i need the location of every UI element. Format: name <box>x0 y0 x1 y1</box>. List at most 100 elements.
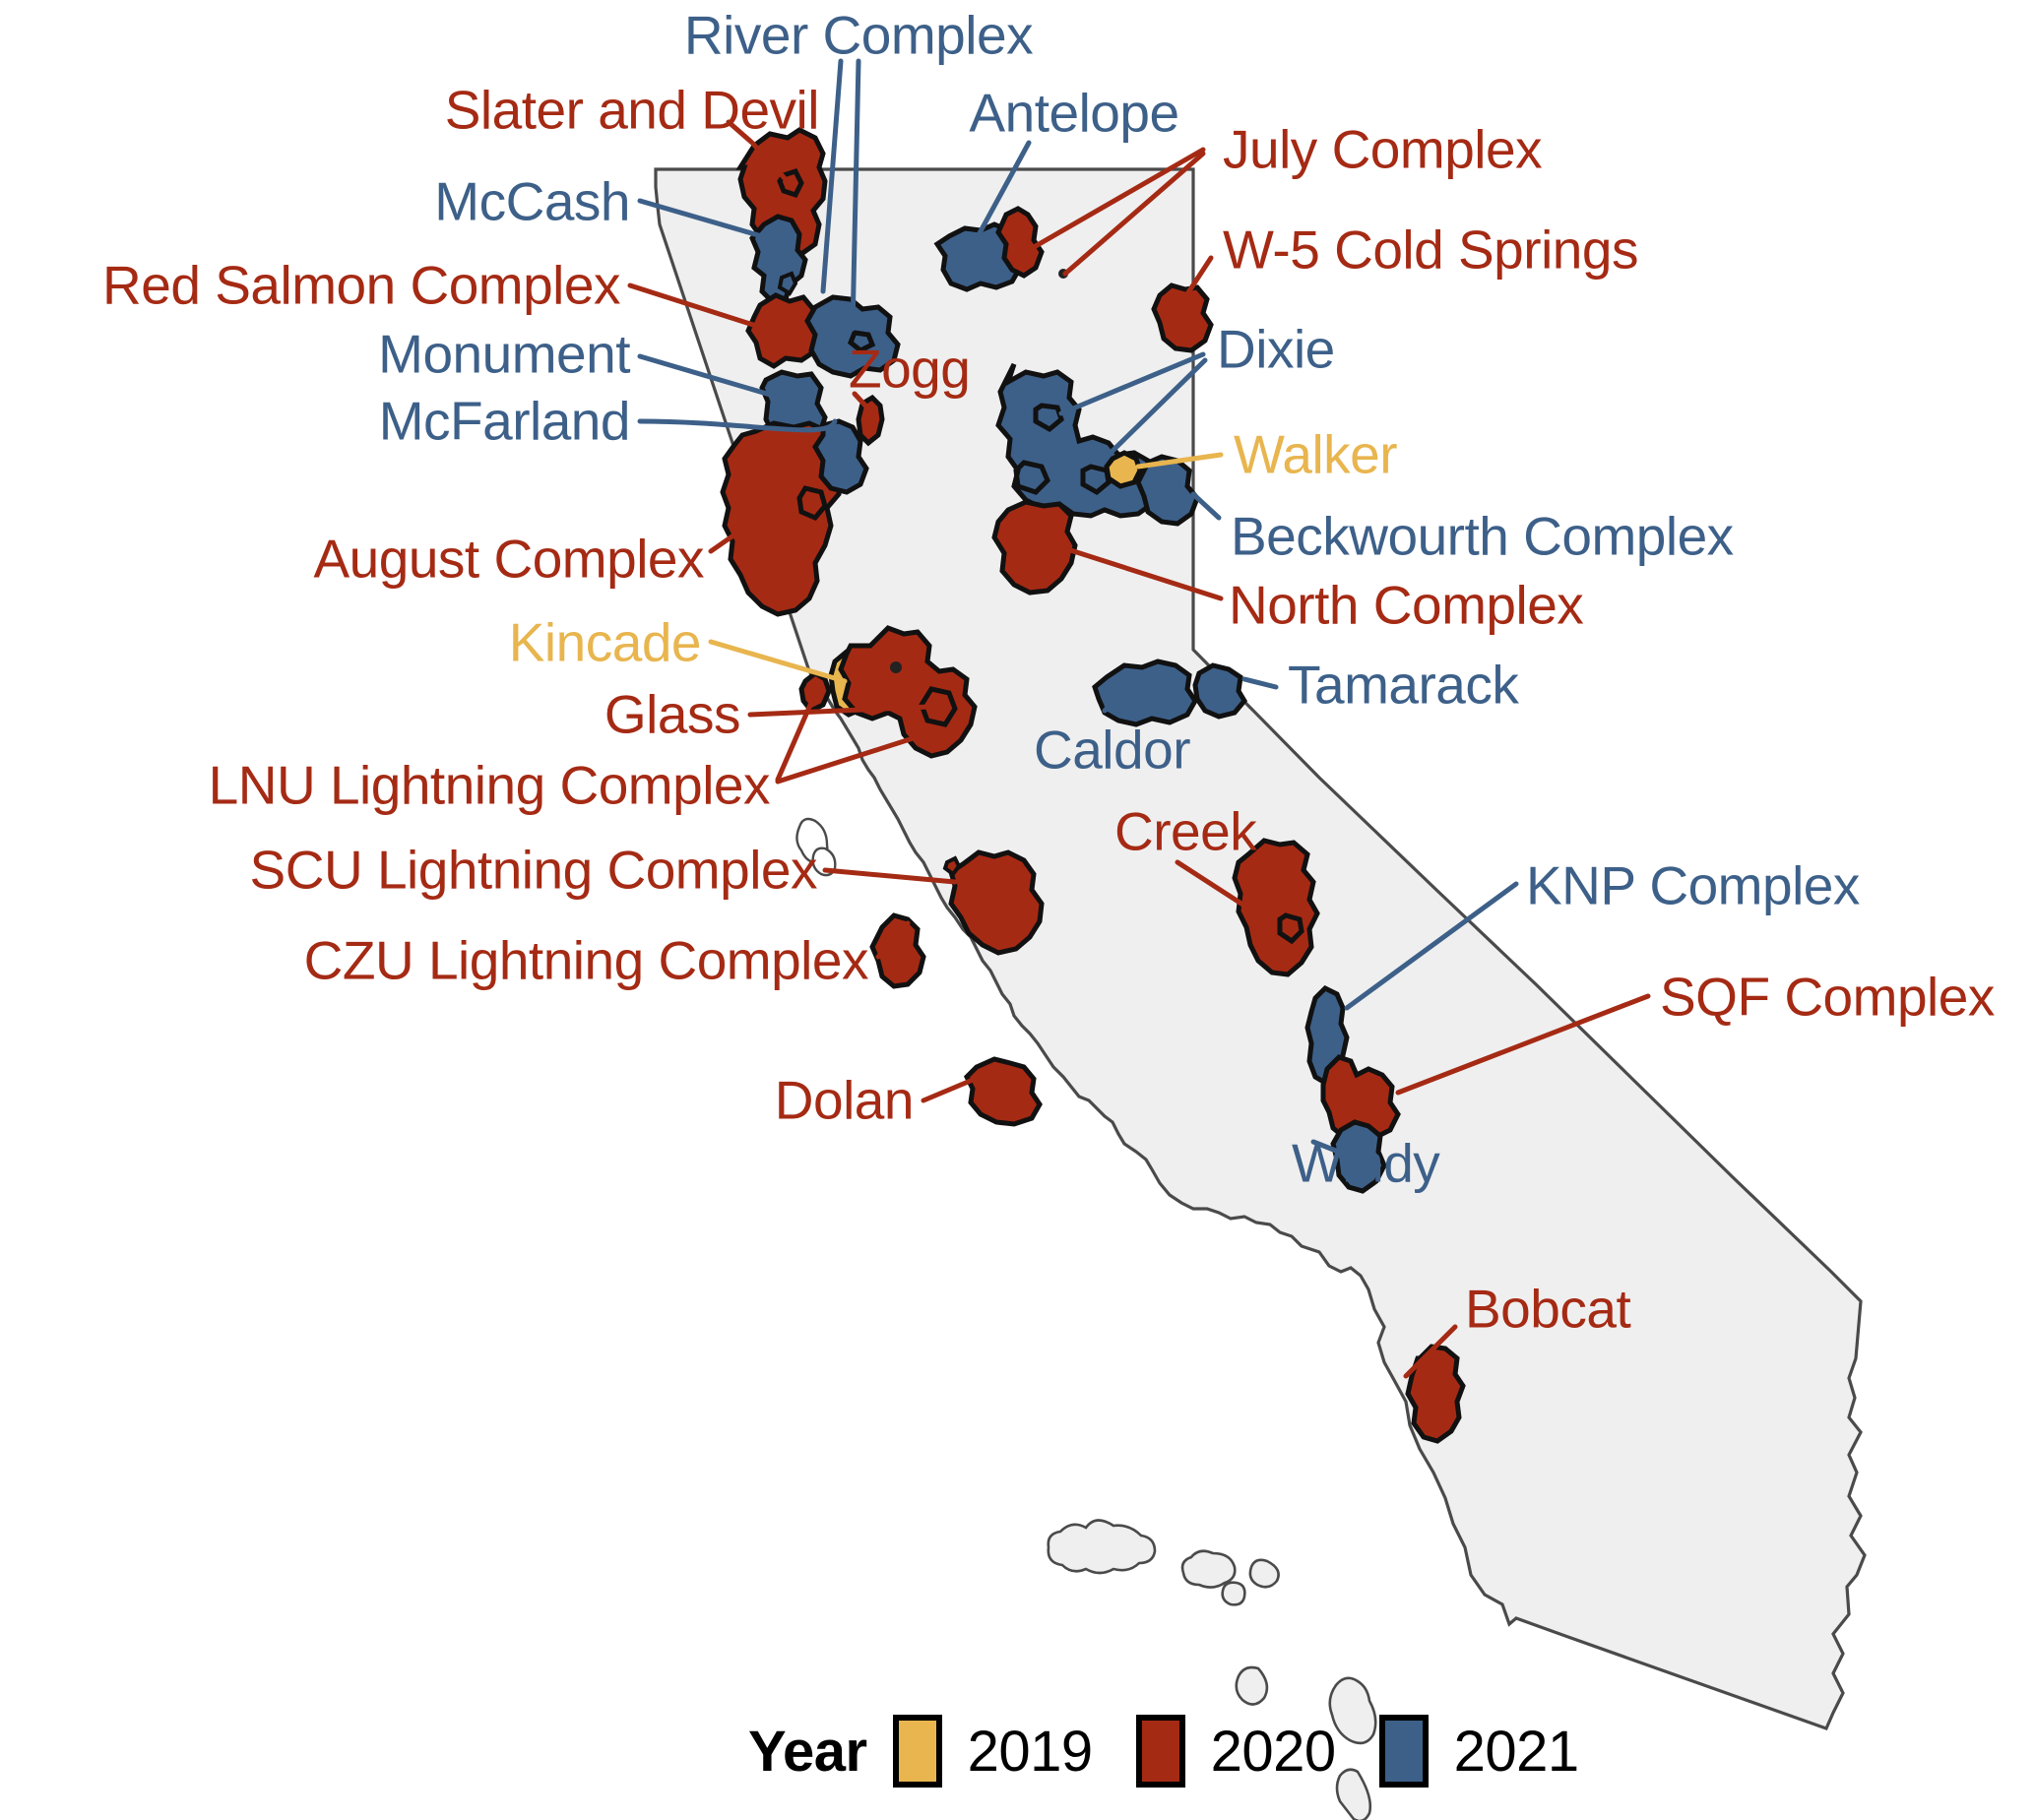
legend-label-2019: 2019 <box>967 1719 1094 1784</box>
fire-label-bobcat[interactable]: Bobcat <box>1465 1278 1631 1340</box>
leader-beckwourth-complex <box>1190 491 1222 521</box>
fire-label-kincade[interactable]: Kincade <box>508 611 702 673</box>
fire-label-monument[interactable]: Monument <box>378 323 630 385</box>
leader-sqf-complex <box>1395 993 1651 1096</box>
fire-windy[interactable] <box>1330 1119 1387 1194</box>
fire-label-july-complex[interactable]: July Complex <box>1223 118 1543 180</box>
leader-windy <box>1310 1139 1371 1166</box>
fire-walker[interactable] <box>1104 450 1143 489</box>
fire-perimeters-group <box>720 127 1466 1444</box>
fire-dolan[interactable] <box>963 1056 1043 1127</box>
leader-dixie-b <box>1108 357 1208 456</box>
fire-scu-satellite[interactable] <box>942 855 962 877</box>
fire-label-scu-lightning-complex[interactable]: SCU Lightning Complex <box>249 839 818 901</box>
fire-label-beckwourth-complex[interactable]: Beckwourth Complex <box>1231 505 1734 567</box>
channel-islands-group <box>1047 1519 1377 1820</box>
fire-label-walker[interactable]: Walker <box>1234 423 1398 485</box>
leader-river-complex-a <box>820 58 844 294</box>
fire-label-slater-and-devil[interactable]: Slater and Devil <box>444 79 820 141</box>
leader-dolan <box>921 1072 987 1103</box>
leader-dixie-a <box>1058 351 1206 416</box>
fire-label-w-5-cold-springs[interactable]: W-5 Cold Springs <box>1223 219 1638 281</box>
leader-red-salmon-complex <box>627 282 781 336</box>
fire-label-lnu-lightning-complex[interactable]: LNU Lightning Complex <box>208 754 771 816</box>
island-san-nicolas <box>1221 1581 1246 1606</box>
fire-caldor[interactable] <box>1092 659 1198 727</box>
fire-zogg[interactable] <box>856 394 885 447</box>
island-anacapa <box>1248 1558 1280 1589</box>
leader-monument <box>637 353 796 405</box>
fire-czu-lightning-complex[interactable] <box>869 912 926 989</box>
fire-label-czu-lightning-complex[interactable]: CZU Lightning Complex <box>303 929 869 991</box>
legend-swatch-2019 <box>892 1715 942 1788</box>
fire-label-dolan[interactable]: Dolan <box>774 1069 915 1131</box>
leader-scu-lightning-complex <box>822 867 958 885</box>
fire-label-zogg[interactable]: Zogg <box>849 338 971 400</box>
leader-caldor <box>1102 692 1123 714</box>
fire-label-north-complex[interactable]: North Complex <box>1229 574 1584 636</box>
legend: Year 2019 2020 2021 <box>748 1715 1579 1788</box>
fire-antelope[interactable] <box>933 221 1023 292</box>
leader-river-complex-b <box>850 58 861 332</box>
leader-glass <box>747 704 932 718</box>
leader-slater-and-devil <box>726 119 795 190</box>
fire-w5-cold-springs[interactable] <box>1151 282 1214 353</box>
leader-lnu-b <box>775 731 928 784</box>
fire-august-complex[interactable] <box>720 420 844 617</box>
leader-mccash <box>637 198 775 242</box>
fire-label-caldor[interactable]: Caldor <box>1034 719 1191 781</box>
legend-swatch-2021 <box>1378 1715 1429 1788</box>
fire-label-river-complex[interactable]: River Complex <box>683 4 1034 66</box>
fire-lnu-center-point <box>890 661 902 673</box>
leader-knp-complex <box>1344 881 1519 1011</box>
leader-july-complex-a <box>1019 147 1206 257</box>
fire-river-complex[interactable] <box>804 294 901 379</box>
fire-label-mccash[interactable]: McCash <box>434 170 630 232</box>
leader-czu-lightning-complex <box>875 920 911 960</box>
fire-label-dixie[interactable]: Dixie <box>1217 318 1335 380</box>
leader-zogg <box>852 391 879 420</box>
fire-label-tamarack[interactable]: Tamarack <box>1288 654 1519 716</box>
leader-mcfarland <box>637 418 838 433</box>
leader-creek <box>1175 859 1247 909</box>
fire-label-red-salmon-complex[interactable]: Red Salmon Complex <box>102 254 620 316</box>
fire-scu-lightning-complex[interactable] <box>948 849 1045 956</box>
fire-north-complex[interactable] <box>991 499 1078 596</box>
fire-creek[interactable] <box>1232 838 1320 977</box>
leader-lines-group <box>627 58 1651 1379</box>
fire-label-creek[interactable]: Creek <box>1114 800 1257 862</box>
fire-sqf-complex[interactable] <box>1320 1054 1401 1141</box>
fire-red-salmon-complex[interactable] <box>745 292 822 369</box>
legend-label-2021: 2021 <box>1453 1719 1580 1784</box>
island-santa-barbara <box>1235 1665 1269 1706</box>
island-santa-catalina <box>1328 1676 1377 1745</box>
fire-label-glass[interactable]: Glass <box>604 683 741 745</box>
fire-river-complex-sliver[interactable] <box>777 271 798 296</box>
island-santa-rosa <box>1180 1549 1237 1589</box>
fire-label-mcfarland[interactable]: McFarland <box>378 390 631 452</box>
leader-bobcat <box>1403 1324 1458 1379</box>
fire-label-knp-complex[interactable]: KNP Complex <box>1526 854 1860 916</box>
leader-w5-cold-springs <box>1175 255 1214 312</box>
fire-label-windy[interactable]: Windy <box>1292 1132 1440 1194</box>
leader-lnu-a <box>775 686 820 783</box>
fire-mcfarland[interactable] <box>812 418 869 495</box>
leader-tamarack <box>1241 676 1279 690</box>
leader-antelope <box>960 140 1032 267</box>
fire-july-complex[interactable] <box>995 206 1045 279</box>
fire-label-antelope[interactable]: Antelope <box>969 82 1179 144</box>
island-san-clemente <box>1335 1768 1372 1820</box>
leader-north-complex <box>1058 544 1224 601</box>
fire-tamarack[interactable] <box>1192 662 1248 720</box>
leader-walker <box>1135 452 1224 470</box>
legend-title: Year <box>748 1719 867 1784</box>
legend-label-2020: 2020 <box>1210 1719 1337 1784</box>
fire-bobcat[interactable] <box>1405 1344 1466 1444</box>
legend-swatch-2020 <box>1135 1715 1185 1788</box>
fire-label-august-complex[interactable]: August Complex <box>313 528 704 590</box>
fire-label-sqf-complex[interactable]: SQF Complex <box>1660 966 1995 1028</box>
island-santa-cruz <box>1047 1519 1157 1575</box>
leader-august-complex <box>708 489 798 554</box>
